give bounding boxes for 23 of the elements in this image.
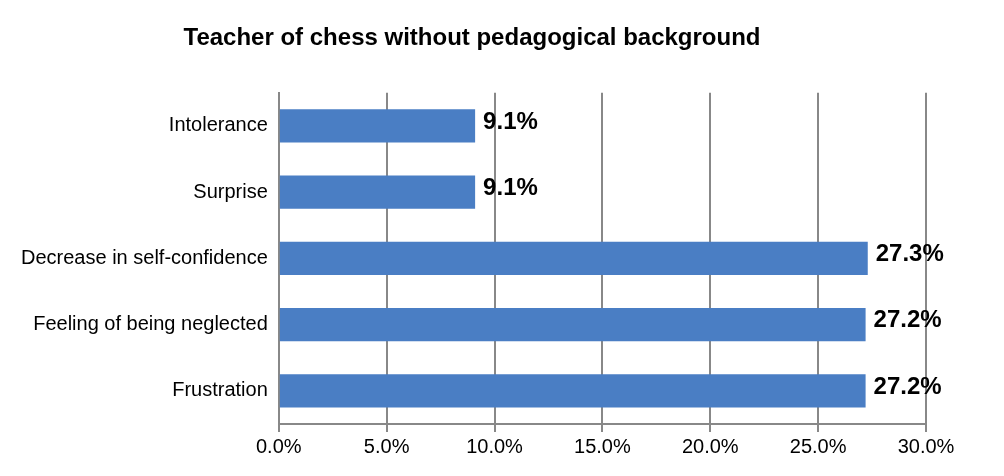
y-tick-label: Frustration — [172, 378, 268, 401]
x-tick-label: 15.0% — [574, 434, 631, 457]
y-tick-label: Decrease in self-confidence — [21, 245, 268, 268]
bar — [279, 175, 476, 209]
y-tick-label: Intolerance — [168, 113, 268, 136]
data-label: 9.1% — [483, 172, 538, 200]
x-tick-label: 25.0% — [789, 434, 847, 457]
x-tick-label: 0.0% — [256, 434, 302, 457]
chart-title: Teacher of chess without pedagogical background — [183, 23, 761, 51]
bar — [279, 109, 476, 143]
y-tick-label: Feeling of being neglected — [33, 312, 268, 335]
x-tick-label: 30.0% — [897, 434, 955, 457]
bar — [279, 374, 866, 408]
data-label: 27.2% — [873, 371, 942, 399]
x-tick-label: 5.0% — [363, 434, 410, 457]
data-label: 27.2% — [873, 305, 942, 333]
x-tick-label: 20.0% — [681, 434, 739, 457]
data-label: 9.1% — [483, 106, 538, 134]
bar — [279, 308, 866, 342]
bar — [279, 241, 868, 275]
x-tick-label: 10.0% — [466, 434, 524, 457]
y-tick-label: Surprise — [193, 179, 268, 202]
data-label: 27.3% — [875, 239, 944, 267]
